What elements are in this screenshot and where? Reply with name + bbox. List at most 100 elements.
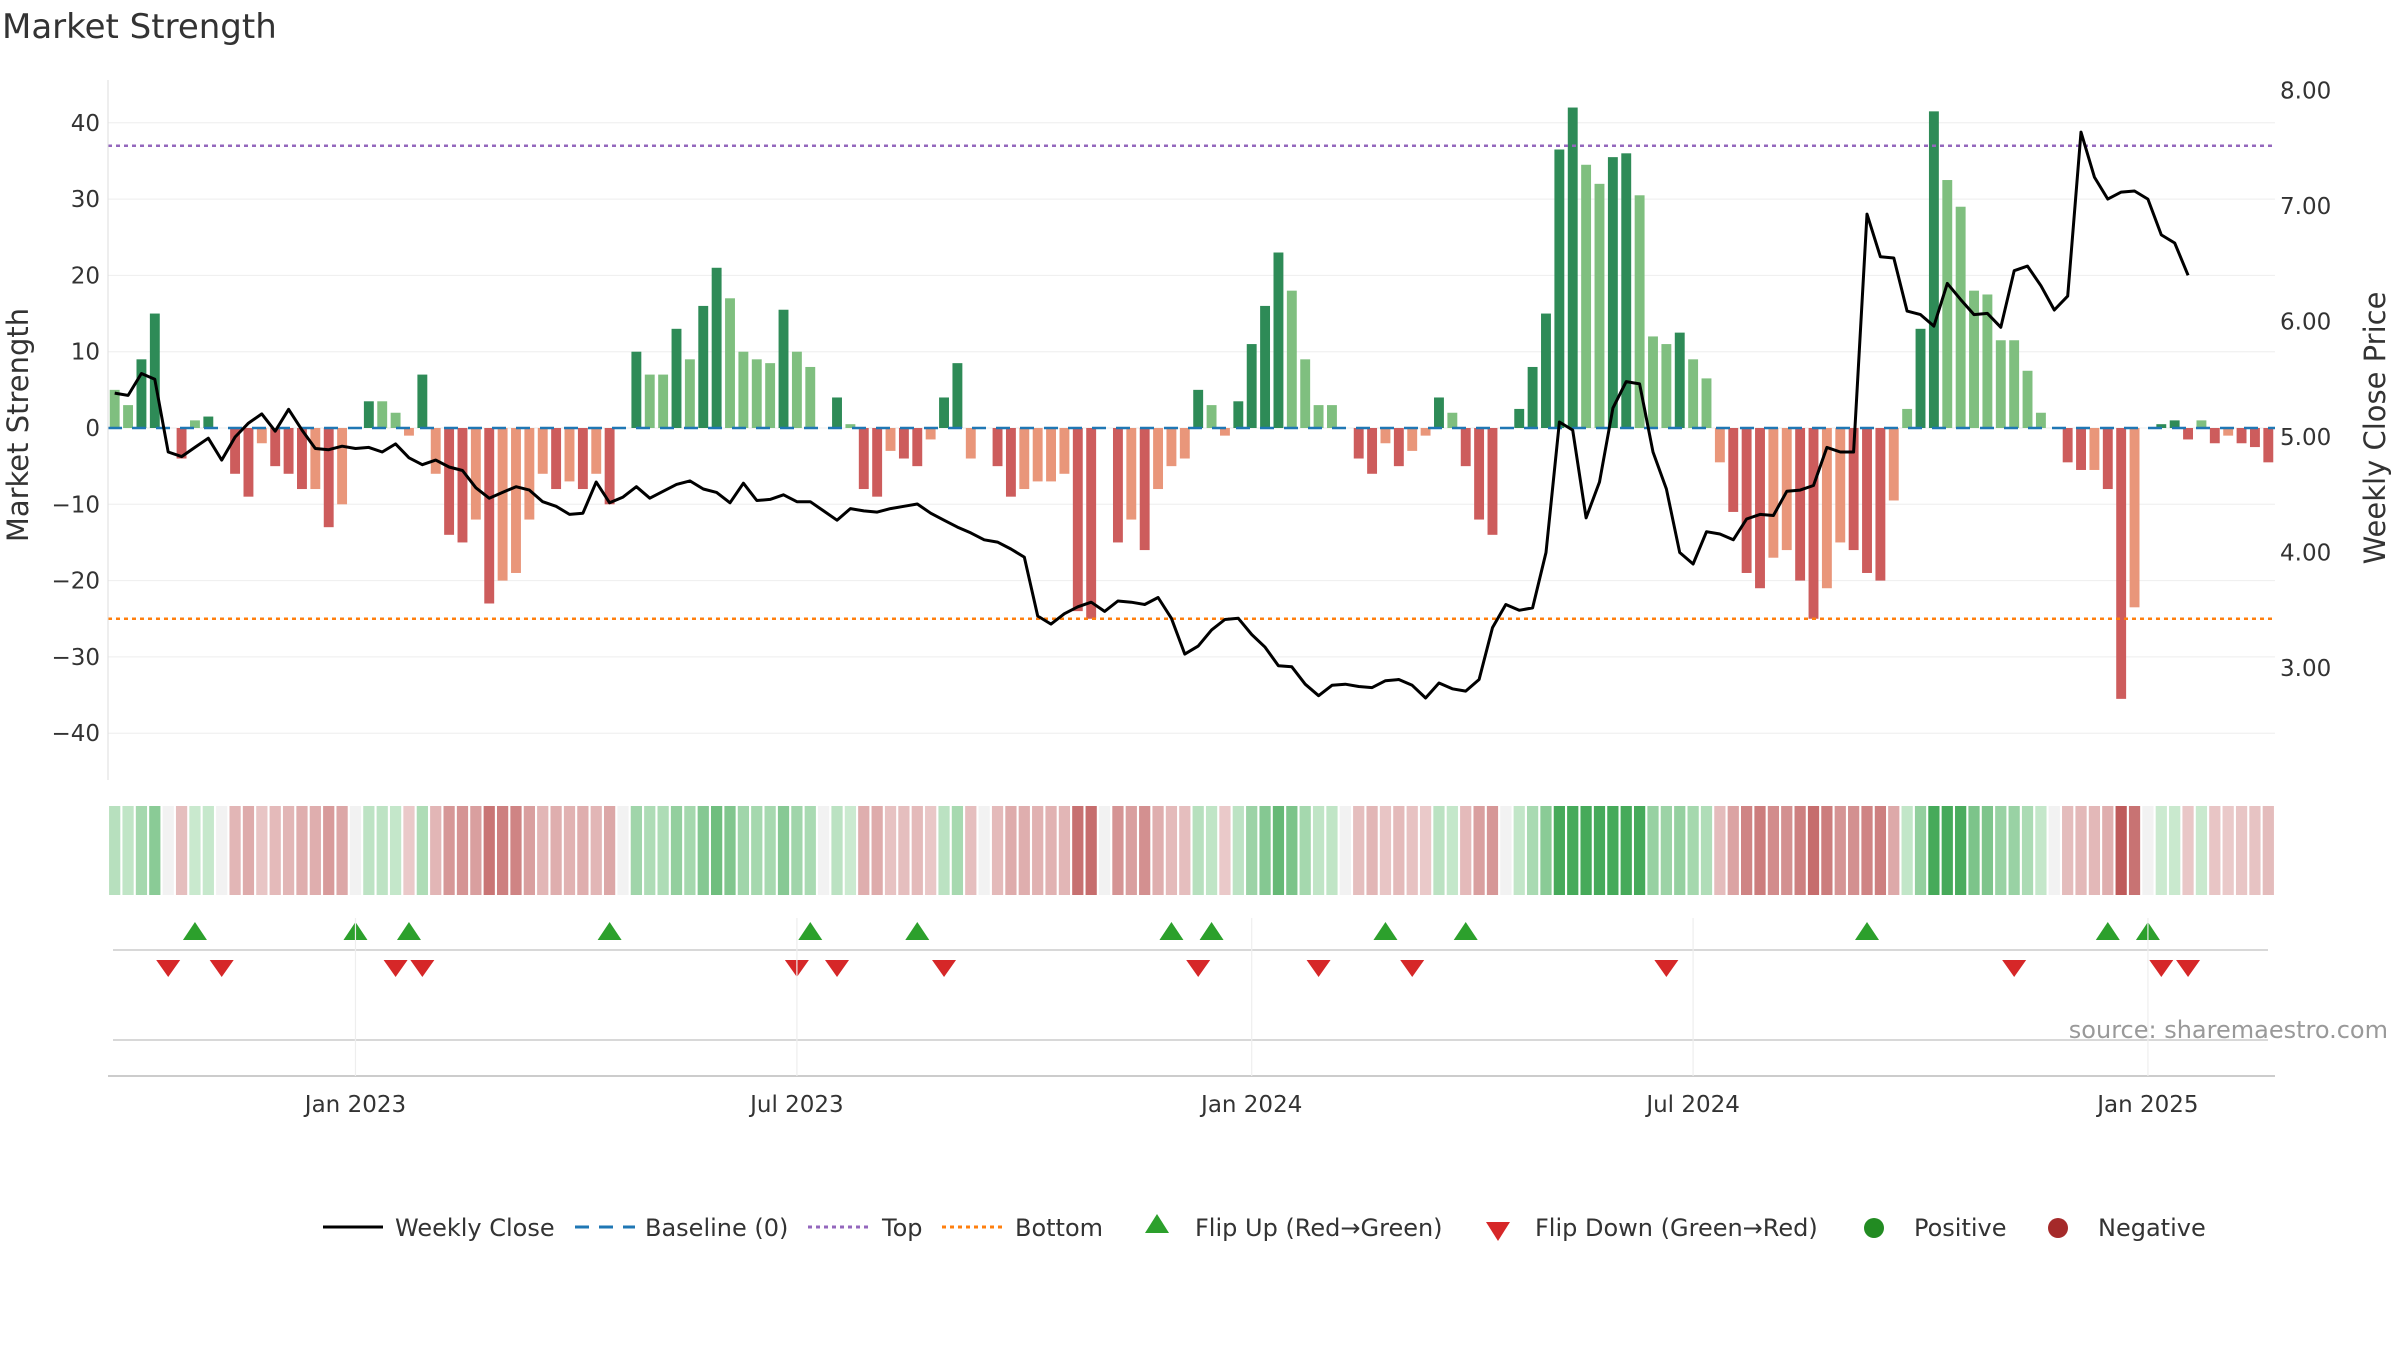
x-tick-label: Jan 2025	[2095, 1092, 2198, 1118]
strength-bar	[1995, 340, 2006, 428]
strength-bar	[136, 359, 147, 428]
left-y-axis: −40 −30 −20 −10 0 10 20 30 40	[51, 80, 109, 780]
heat-cell	[2062, 806, 2074, 895]
heat-cell	[1379, 806, 1392, 895]
heat-cell	[1660, 806, 1672, 895]
strength-bar	[671, 328, 682, 428]
strength-bar	[1420, 428, 1431, 436]
heat-cell	[1326, 806, 1338, 895]
heat-cell	[1486, 806, 1499, 895]
strength-bar	[2223, 428, 2234, 436]
strength-bar	[2196, 420, 2207, 428]
y-tick-label: −10	[51, 492, 100, 518]
legend-bottom: Bottom	[1015, 1214, 1103, 1242]
strength-bar	[1835, 428, 1846, 543]
heat-cell	[844, 806, 857, 895]
strength-bar	[2009, 340, 2020, 428]
y2-tick-label: 4.00	[2280, 541, 2331, 567]
strength-bar	[1928, 111, 1939, 428]
heat-cell	[1540, 806, 1552, 895]
strength-bar	[1902, 408, 1913, 428]
strength-bar	[511, 428, 521, 573]
strength-bar	[1246, 344, 1257, 428]
heat-cell	[1848, 806, 1860, 895]
flip-down-marker	[932, 960, 957, 977]
source-label: source: sharemaestro.com	[2069, 1016, 2388, 1044]
heat-cell	[1125, 806, 1137, 895]
strength-bar	[2062, 428, 2073, 463]
strength-heat-strip	[109, 806, 2274, 895]
strength-bar	[591, 428, 602, 474]
heat-cell	[2195, 806, 2208, 895]
strength-bar	[1206, 405, 1217, 428]
y-tick-label: 40	[71, 111, 100, 137]
heat-cell	[1058, 806, 1071, 895]
flip-down-marker	[1186, 960, 1211, 977]
strength-bar	[1153, 428, 1164, 490]
strength-bar	[1755, 428, 1765, 589]
flip-down-marker	[2002, 960, 2027, 977]
heat-cell	[577, 806, 589, 895]
heat-cell	[122, 806, 134, 895]
y2-tick-label: 3.00	[2280, 656, 2331, 682]
strength-bar	[497, 428, 508, 581]
heat-cell	[1995, 806, 2007, 895]
strength-bar	[123, 405, 134, 428]
strength-bar	[577, 428, 588, 490]
strength-bar	[256, 428, 267, 444]
heat-cell	[1473, 806, 1485, 895]
heat-cell	[1580, 806, 1592, 895]
strength-bar	[270, 428, 281, 467]
heat-cell	[858, 806, 870, 895]
strength-bar	[1260, 305, 1271, 428]
strength-bar	[457, 428, 468, 543]
strength-bar	[203, 416, 214, 428]
strength-bar	[965, 428, 976, 459]
heat-cell	[938, 806, 950, 895]
heat-cell	[1098, 806, 1111, 895]
y-tick-label: −30	[51, 645, 100, 671]
strength-bar	[684, 359, 695, 428]
strength-bar	[1032, 428, 1043, 482]
strength-bar	[1327, 405, 1337, 428]
strength-bar	[430, 428, 441, 474]
y2-tick-label: 7.00	[2280, 194, 2331, 220]
strength-bar	[1514, 408, 1525, 428]
heat-cell	[1433, 806, 1445, 895]
heat-cell	[1018, 806, 1030, 895]
heat-cell	[831, 806, 843, 895]
heat-cell	[898, 806, 910, 895]
strength-bar	[377, 401, 388, 428]
heat-cell	[2262, 806, 2274, 895]
heat-cell	[1299, 806, 1311, 895]
flip-markers	[113, 922, 2268, 1041]
heat-cell	[403, 806, 415, 895]
heat-cell	[2035, 806, 2047, 895]
legend-positive: Positive	[1914, 1214, 2007, 1242]
y-tick-label: 0	[85, 416, 100, 442]
strength-bar	[898, 428, 909, 459]
heat-cell	[1593, 806, 1606, 895]
strength-bar	[1367, 428, 1378, 474]
strength-bar	[1393, 428, 1404, 467]
strength-bar	[1821, 428, 1832, 589]
heat-cell	[363, 806, 375, 895]
strength-bar	[363, 401, 374, 428]
x-axis: Jan 2023 Jul 2023 Jan 2024 Jul 2024 Jan 2025…	[108, 918, 2275, 1118]
strength-bar	[1112, 428, 1123, 543]
flip-down-marker	[2176, 960, 2201, 977]
strength-bar	[832, 397, 842, 428]
heat-cell	[804, 806, 816, 895]
strength-bar	[524, 428, 535, 520]
heat-cell	[1741, 806, 1753, 895]
heat-cell	[2128, 806, 2141, 895]
heat-cell	[510, 806, 522, 895]
heat-cell	[430, 806, 442, 895]
strength-bar	[1621, 153, 1632, 428]
heat-cell	[389, 806, 402, 895]
strength-bar	[484, 428, 495, 604]
strength-bar	[1688, 359, 1699, 428]
heat-cell	[991, 806, 1004, 895]
heat-cell	[162, 806, 174, 895]
legend: Weekly Close Baseline (0) Top Bottom Fli…	[323, 1214, 2206, 1242]
